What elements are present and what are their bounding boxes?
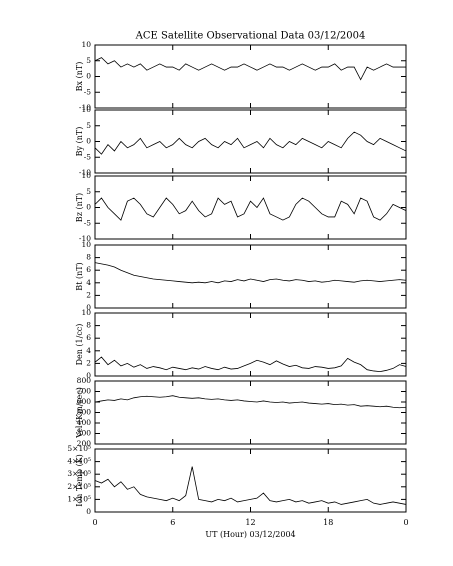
y-tick-label: 300 <box>77 429 92 438</box>
x-tick-label: 0 <box>403 518 408 527</box>
y-tick-label: 4 <box>86 278 91 287</box>
panel-frame <box>94 448 407 513</box>
y-tick-label: 5 <box>86 187 91 196</box>
y-tick-label: 5 <box>86 56 91 65</box>
y-tick-label: 600 <box>77 397 92 406</box>
data-line <box>94 395 407 409</box>
x-tick-label: 6 <box>170 518 175 527</box>
panel-frame <box>94 380 407 445</box>
panel-frame <box>94 109 407 174</box>
y-axis-label: Vel (Km/sec) <box>75 387 84 439</box>
y-axis-label: Den (1/cc) <box>75 324 84 366</box>
y-axis-label: Bx (nT) <box>75 62 84 92</box>
y-tick-label: 0 <box>86 137 91 146</box>
y-tick-label: 5 <box>86 121 91 130</box>
y-tick-label: 8 <box>86 321 91 330</box>
y-tick-label: 2×10⁵ <box>67 482 91 491</box>
y-tick-label: 1×10⁵ <box>67 494 91 503</box>
y-axis-label: Bz (nT) <box>75 193 84 222</box>
y-tick-label: 400 <box>77 418 92 427</box>
y-tick-label: 10 <box>81 308 91 317</box>
y-tick-label: 10 <box>81 40 91 49</box>
data-line <box>94 466 407 505</box>
y-tick-label: 10 <box>81 240 91 249</box>
y-tick-label: -10 <box>79 234 91 243</box>
x-tick-label: 0 <box>92 518 97 527</box>
x-axis-label: UT (Hour) 03/12/2004 <box>205 530 295 539</box>
y-tick-label: -10 <box>79 103 91 112</box>
data-line <box>94 356 407 372</box>
y-tick-label: 0 <box>86 72 91 81</box>
panel-frame <box>94 312 407 377</box>
y-tick-label: 2 <box>86 290 91 299</box>
y-tick-label: 3×10⁵ <box>67 469 91 478</box>
y-tick-label: 10 <box>81 171 91 180</box>
y-tick-label: -5 <box>84 152 92 161</box>
y-tick-label: 10 <box>81 105 91 114</box>
y-tick-label: 4×10⁵ <box>67 457 91 466</box>
y-tick-label: 6 <box>86 333 91 342</box>
y-tick-label: -5 <box>84 87 92 96</box>
data-line <box>94 131 407 155</box>
y-axis-label: Ion Temp (K) <box>75 454 84 507</box>
y-tick-label: 0 <box>86 203 91 212</box>
y-tick-label: 500 <box>77 408 92 417</box>
x-tick-label: 18 <box>323 518 333 527</box>
x-tick-label: 12 <box>245 518 255 527</box>
y-tick-label: 700 <box>77 387 92 396</box>
y-tick-label: -10 <box>79 168 91 177</box>
y-tick-label: 8 <box>86 253 91 262</box>
y-tick-label: 0 <box>86 303 91 312</box>
y-tick-label: 5×10⁵ <box>67 444 91 453</box>
chart-title: ACE Satellite Observational Data 03/12/2… <box>135 31 366 42</box>
panel-frame <box>94 175 407 240</box>
y-tick-label: 6 <box>86 265 91 274</box>
y-tick-label: -5 <box>84 218 92 227</box>
y-axis-label: By (nT) <box>75 127 84 157</box>
y-tick-label: 2 <box>86 358 91 367</box>
y-axis-label: Bt (nT) <box>75 262 84 290</box>
data-line <box>94 197 407 221</box>
y-tick-label: 200 <box>77 439 92 448</box>
data-line <box>94 262 407 284</box>
y-tick-label: 4 <box>86 346 91 355</box>
data-line <box>94 57 406 81</box>
y-tick-label: 0 <box>86 507 91 516</box>
y-tick-label: 800 <box>77 376 92 385</box>
y-tick-label: 0 <box>86 371 91 380</box>
